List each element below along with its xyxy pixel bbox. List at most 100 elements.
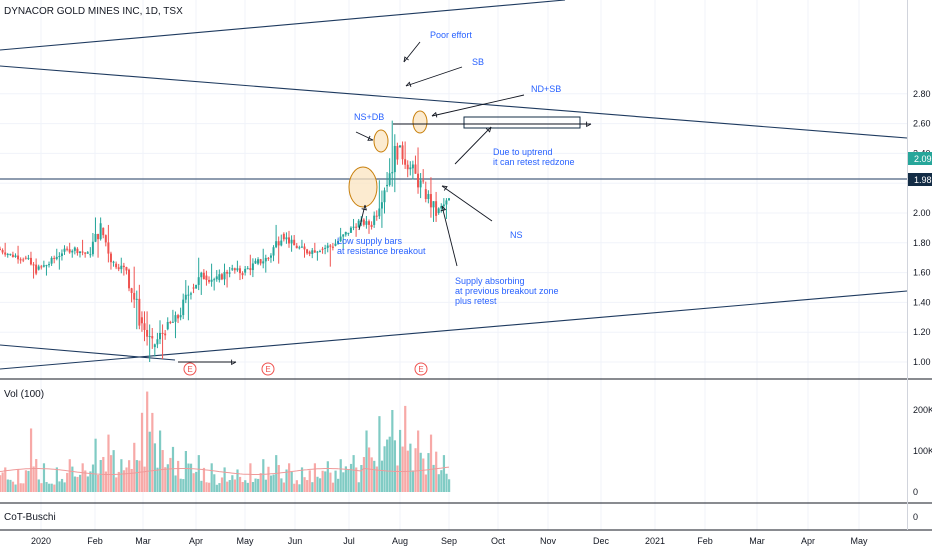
uptrend-arrow[interactable] — [454, 126, 492, 165]
annotation-ns[interactable]: NS — [510, 230, 523, 240]
candle-body — [197, 277, 200, 285]
absorbing-arrow-head — [440, 205, 447, 212]
candle-body — [365, 221, 368, 225]
volume-tick-label: 200K — [913, 405, 932, 415]
annotation-line: Poor effort — [430, 30, 472, 40]
earnings-marker-badge — [261, 362, 275, 376]
earnings-marker[interactable]: E — [414, 362, 428, 376]
candle-body — [238, 268, 241, 274]
annotations[interactable]: Poor effort SB ND+SB NS+DB Due to uptrend it … — [337, 30, 575, 306]
annotation-nd-sb[interactable]: ND+SB — [531, 84, 561, 94]
earnings-marker[interactable]: E — [183, 362, 197, 376]
volume-bar — [303, 477, 306, 492]
candle-body — [187, 294, 190, 296]
highlight-circle[interactable] — [348, 166, 378, 208]
upper-channel-line[interactable] — [0, 0, 566, 51]
candle-body — [86, 252, 89, 254]
candle-body — [91, 241, 94, 255]
lower-descending-line[interactable] — [0, 344, 176, 361]
volume-bar — [97, 475, 100, 492]
ns-db-arrow[interactable] — [355, 131, 374, 141]
annotation-ns-db[interactable]: NS+DB — [354, 112, 384, 122]
candle-body — [383, 190, 386, 203]
volume-bar — [411, 470, 415, 492]
candle-body — [66, 248, 69, 250]
volume-bar — [0, 475, 2, 492]
volume-bar — [128, 460, 131, 492]
volume-bar — [391, 410, 394, 492]
volume-bar — [257, 478, 260, 492]
volume-bar — [78, 474, 82, 492]
candle-body — [404, 159, 407, 165]
time-axis[interactable]: 2020 Feb Mar Apr May Jun Jul Aug Sep Oct Nov Dec 202… — [31, 536, 868, 546]
candle-body — [401, 145, 404, 160]
candle-body — [318, 251, 321, 253]
highlight-circle[interactable] — [412, 110, 428, 134]
annotation-low-supply[interactable]: Low supply bars at resistance breakout — [337, 236, 426, 256]
volume-bar — [251, 481, 255, 492]
candle-body — [355, 226, 358, 228]
annotation-absorbing[interactable]: Supply absorbing at previous breakout zon… — [455, 276, 559, 306]
annotation-sb[interactable]: SB — [472, 57, 484, 67]
volume-bar — [355, 467, 358, 492]
volume-bar — [29, 428, 33, 492]
price-tick-label: 2.60 — [913, 119, 931, 129]
lower-channel-line[interactable] — [0, 290, 908, 370]
sb-arrow[interactable] — [405, 66, 463, 87]
volume-bar — [73, 476, 77, 492]
volume-bar — [218, 483, 221, 492]
candle-body — [342, 234, 345, 237]
candle-body — [393, 145, 396, 173]
volume-bar — [158, 430, 162, 492]
drawings-layer[interactable] — [178, 41, 592, 366]
volume-bar — [370, 457, 373, 492]
candle-body — [344, 231, 347, 235]
volume-bar — [244, 480, 247, 492]
volume-axis[interactable]: 0 100K 200K 0 — [913, 405, 932, 522]
volume-bar — [362, 457, 366, 492]
volume-bar — [254, 478, 257, 492]
candle-body — [78, 251, 81, 254]
volume-bar — [316, 476, 319, 492]
volume-bar — [448, 479, 451, 492]
volume-bar — [48, 483, 51, 492]
volume-bar — [146, 391, 149, 492]
price-tick-label: 1.80 — [913, 238, 931, 248]
descending-trendline[interactable] — [0, 65, 908, 139]
earnings-marker[interactable]: E — [261, 362, 275, 376]
candle-body — [357, 220, 360, 228]
candle-body — [244, 268, 247, 273]
ns-arrow[interactable] — [441, 185, 493, 222]
highlight-circle[interactable] — [373, 129, 389, 153]
volume-bar — [440, 470, 443, 492]
volume-bar — [1, 472, 4, 492]
annotation-uptrend[interactable]: Due to uptrend it can retest redzone — [493, 147, 575, 167]
earnings-marker-label: E — [418, 365, 423, 374]
annotation-line: NS — [510, 230, 523, 240]
volume-bar — [32, 466, 35, 492]
candle-body — [192, 287, 195, 289]
target-zone-rectangle[interactable] — [463, 116, 581, 129]
volume-bar — [349, 463, 353, 492]
trendlines-layer[interactable] — [0, 0, 908, 370]
candle-body — [448, 198, 450, 201]
candle-body — [164, 333, 167, 336]
nd-sb-arrow[interactable] — [431, 94, 525, 117]
candle-body — [1, 250, 4, 253]
volume-bar — [94, 438, 97, 492]
candle-body — [311, 250, 314, 254]
annotation-poor-effort[interactable]: Poor effort — [430, 30, 472, 40]
candle-body — [153, 344, 156, 348]
volume-bar — [228, 480, 231, 492]
candle-body — [249, 268, 252, 271]
volume-bar — [388, 436, 391, 492]
candle-body — [208, 279, 211, 282]
volume-bar — [91, 464, 95, 492]
volume-tick-label: 0 — [913, 487, 918, 497]
candle-body — [68, 249, 71, 253]
volume-bar — [202, 467, 206, 492]
volume-bar — [112, 450, 115, 492]
absorbing-arrow[interactable] — [441, 205, 458, 267]
